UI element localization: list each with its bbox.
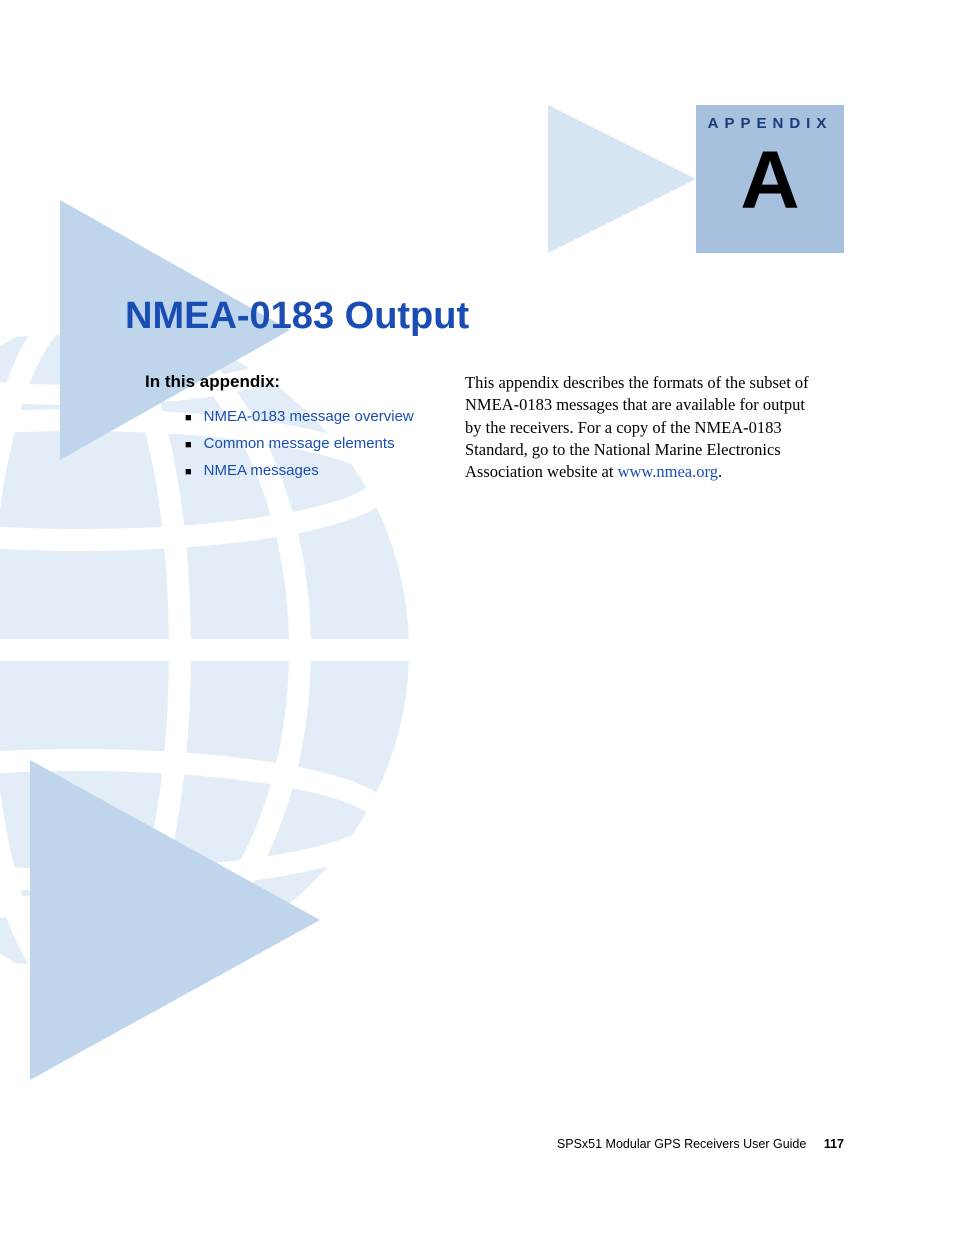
appendix-letter: A [740, 140, 799, 222]
toc-link-overview[interactable]: NMEA-0183 message overview [204, 408, 414, 425]
toc-heading: In this appendix: [145, 372, 440, 392]
toc-link-messages[interactable]: NMEA messages [204, 462, 319, 479]
bullet-icon: ■ [185, 412, 192, 424]
toc-list: ■ NMEA-0183 message overview ■ Common me… [145, 408, 440, 479]
bullet-icon: ■ [185, 439, 192, 451]
body-paragraph-suffix: . [718, 462, 722, 481]
toc-item: ■ Common message elements [185, 435, 440, 452]
footer-text: SPSx51 Modular GPS Receivers User Guide [557, 1137, 806, 1151]
appendix-label: APPENDIX [708, 115, 833, 132]
toc-column: In this appendix: ■ NMEA-0183 message ov… [145, 372, 465, 489]
appendix-triangle-decoration [548, 105, 696, 253]
toc-link-elements[interactable]: Common message elements [204, 435, 395, 452]
nmea-link[interactable]: www.nmea.org [618, 462, 718, 481]
page-title: NMEA-0183 Output [125, 295, 469, 338]
body-column: This appendix describes the formats of t… [465, 372, 820, 489]
content-area: In this appendix: ■ NMEA-0183 message ov… [145, 372, 845, 489]
footer: SPSx51 Modular GPS Receivers User Guide … [557, 1137, 844, 1151]
body-paragraph: This appendix describes the formats of t… [465, 372, 820, 483]
footer-page-number: 117 [824, 1137, 844, 1151]
bullet-icon: ■ [185, 466, 192, 478]
toc-item: ■ NMEA messages [185, 462, 440, 479]
appendix-box: APPENDIX A [696, 105, 844, 253]
toc-item: ■ NMEA-0183 message overview [185, 408, 440, 425]
